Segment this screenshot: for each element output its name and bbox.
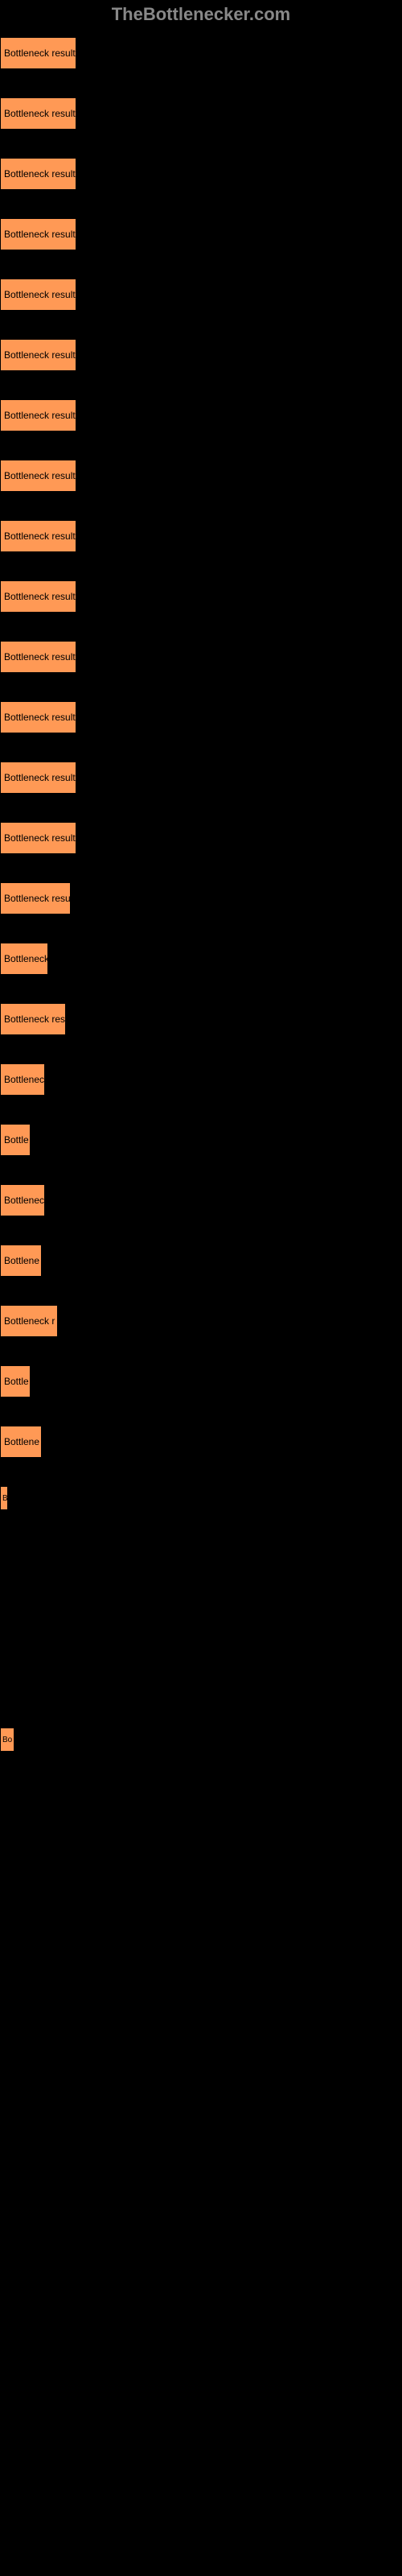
chart-bar: Bottleneck result <box>0 158 76 190</box>
bar-row: Bottleneck result <box>0 762 402 794</box>
bar-row: Bottleneck result <box>0 97 402 130</box>
bar-row: Bottleneck result <box>0 641 402 673</box>
bar-row: Bottleneck result <box>0 279 402 311</box>
chart-bar: Bottleneck resu <box>0 882 71 914</box>
chart-bar: Bottleneck result <box>0 97 76 130</box>
chart-bar: Bottleneck result <box>0 762 76 794</box>
bar-row: Bottleneck result <box>0 520 402 552</box>
bar-row: Bottleneck result <box>0 580 402 613</box>
chart-bar: Bottleneck result <box>0 580 76 613</box>
bar-row: Bottlene <box>0 1426 402 1458</box>
chart-bar: Bottleneck result <box>0 701 76 733</box>
bar-row: Bottleneck result <box>0 822 402 854</box>
chart-bar: Bottleneck <box>0 943 48 975</box>
bar-row: Bottleneck result <box>0 460 402 492</box>
bar-row: Bottleneck res <box>0 1003 402 1035</box>
chart-bar: Bottleneck result <box>0 520 76 552</box>
chart-bar: Bottlenec <box>0 1184 45 1216</box>
chart-bar: Bottleneck res <box>0 1003 66 1035</box>
chart-bar: Bottleneck result <box>0 37 76 69</box>
chart-bar: Bottleneck result <box>0 399 76 431</box>
chart-bar: Bottleneck result <box>0 218 76 250</box>
bar-row: Bottleneck r <box>0 1305 402 1337</box>
bar-row: Bottleneck <box>0 943 402 975</box>
bar-chart: Bottleneck result Bottleneck result Bottle… <box>0 29 402 1796</box>
chart-bar: Bo <box>0 1728 14 1752</box>
chart-bar: Bottlene <box>0 1426 42 1458</box>
chart-bar: B <box>0 1486 8 1510</box>
chart-bar: Bottleneck result <box>0 460 76 492</box>
site-title: TheBottlenecker.com <box>112 4 291 24</box>
bar-row: B <box>0 1486 402 1518</box>
chart-bar: Bottleneck result <box>0 339 76 371</box>
bar-row: Bottlene <box>0 1245 402 1277</box>
bar-row: Bottlenec <box>0 1063 402 1096</box>
bar-row: Bottleneck result <box>0 339 402 371</box>
bar-row: Bottleneck result <box>0 37 402 69</box>
chart-bar: Bottleneck result <box>0 822 76 854</box>
chart-bar: Bottleneck result <box>0 641 76 673</box>
chart-bar: Bottle <box>0 1365 31 1397</box>
bar-row: Bottleneck result <box>0 701 402 733</box>
bar-row: Bottleneck result <box>0 158 402 190</box>
site-header: TheBottlenecker.com <box>0 0 402 29</box>
chart-bar: Bottlene <box>0 1245 42 1277</box>
bar-row: Bottle <box>0 1365 402 1397</box>
chart-bar: Bottleneck result <box>0 279 76 311</box>
chart-bar: Bottleneck r <box>0 1305 58 1337</box>
chart-bar: Bottlenec <box>0 1063 45 1096</box>
bar-row: Bottle <box>0 1124 402 1156</box>
bar-row <box>0 1546 402 1579</box>
bar-row: Bottleneck result <box>0 399 402 431</box>
bar-row <box>0 1667 402 1699</box>
bar-row: Bottleneck resu <box>0 882 402 914</box>
chart-bar: Bottle <box>0 1124 31 1156</box>
bar-row <box>0 1607 402 1639</box>
bar-row: Bottlenec <box>0 1184 402 1216</box>
bar-row: Bottleneck result <box>0 218 402 250</box>
bar-row: Bo <box>0 1728 402 1760</box>
